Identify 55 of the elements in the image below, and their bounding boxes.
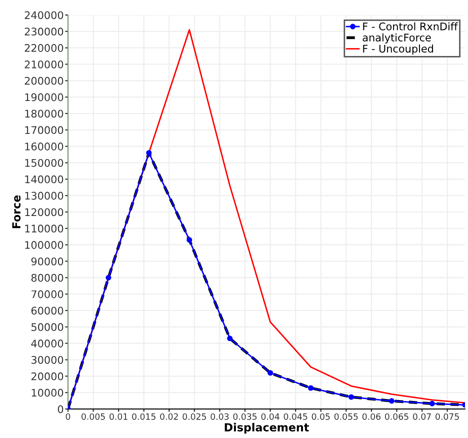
y-tick-label: 20000 [31,372,64,380]
y-tick-label: 180000 [25,110,64,118]
y-tick-label: 100000 [25,241,64,249]
x-tick-label: 0.02 [160,413,178,420]
x-tick-label: 0.005 [82,413,105,420]
y-tick-label: 70000 [32,290,64,298]
x-tick-label: 0.05 [312,413,330,420]
x-tick-label: 0.025 [182,413,206,420]
legend-label: analyticForce [362,33,431,44]
y-tick-label: 10000 [32,388,64,397]
x-tick-label: 0.065 [384,413,408,420]
y-tick-label: 90000 [31,257,64,266]
point [388,398,394,404]
x-tick-label: 0.015 [132,413,156,420]
point [308,385,314,391]
x-tick-label: 0.07 [412,413,431,420]
legend-label: F - Control RxnDiff [363,22,458,30]
y-tick-label: 220000 [24,44,64,52]
y-tick-label: 50000 [32,323,64,332]
point [429,400,435,406]
y-axis-title: Force [12,195,21,228]
point [186,237,192,243]
y-tick-label: 60000 [31,306,64,315]
y-tick-label: 240000 [24,11,64,20]
x-tick-label: 0.03 [210,413,229,420]
point [348,394,354,400]
y-tick-label: 110000 [25,224,64,233]
y-tick-label: 160000 [25,142,64,150]
y-tick-label: 200000 [24,76,64,85]
x-tick-label: 0.055 [334,413,358,420]
x-axis-title: Displacement [224,422,309,434]
y-tick-label: 130000 [25,192,64,200]
y-tick-label: 40000 [31,340,64,348]
y-tick-label: 170000 [25,126,64,134]
y-tick-label: 140000 [25,175,64,184]
point [106,274,112,280]
x-tick-label: 0.045 [284,413,308,420]
y-tick-label: 0 [58,405,64,414]
legend-label: F - Uncoupled [363,44,434,55]
point [146,150,152,156]
y-tick-label: 230000 [24,28,64,36]
x-tick-label: 0.075 [436,413,459,420]
point [268,370,274,376]
x-tick-label: 0.04 [261,413,280,420]
x-tick-label: 0 [66,413,70,420]
y-tick-label: 30000 [31,356,64,364]
y-tick-label: 190000 [25,93,64,102]
y-tick-label: 210000 [24,60,64,68]
x-tick-label: 0.01 [110,413,128,420]
x-tick-label: 0.06 [362,413,380,420]
point [227,336,233,342]
y-tick-label: 150000 [25,158,64,167]
y-tick-label: 80000 [31,274,64,282]
x-tick-label: 0.035 [233,413,257,420]
y-tick-label: 120000 [25,208,64,216]
